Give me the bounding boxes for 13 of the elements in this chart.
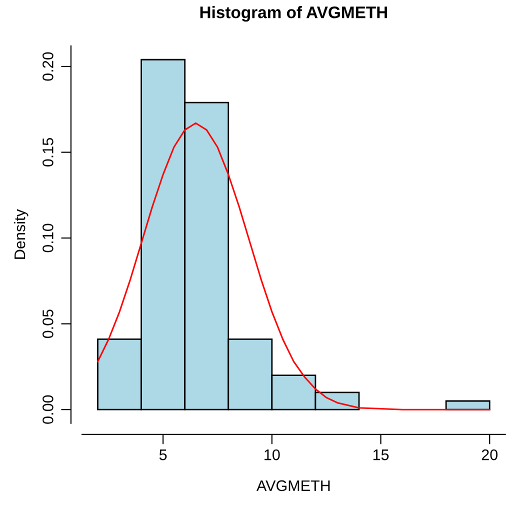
x-tick-label: 15 (373, 450, 389, 460)
y-tick-label: 0.00 (42, 395, 54, 424)
y-tick-label: 0.10 (42, 224, 54, 252)
line-series (96, 122, 490, 410)
y-tick-label: 0.20 (42, 52, 54, 81)
y-tick-label: 0.05 (42, 310, 54, 338)
x-tick-label: 20 (482, 449, 498, 460)
x-tick-label: 10 (264, 449, 280, 460)
x-tick-label: 5 (159, 450, 167, 460)
x-axis-title: AVGMETH (256, 480, 330, 492)
y-axis-title: Density (14, 209, 28, 259)
y-tick-label: 0.15 (42, 138, 54, 167)
chart-title: Histogram of AVGMETH (200, 6, 388, 22)
